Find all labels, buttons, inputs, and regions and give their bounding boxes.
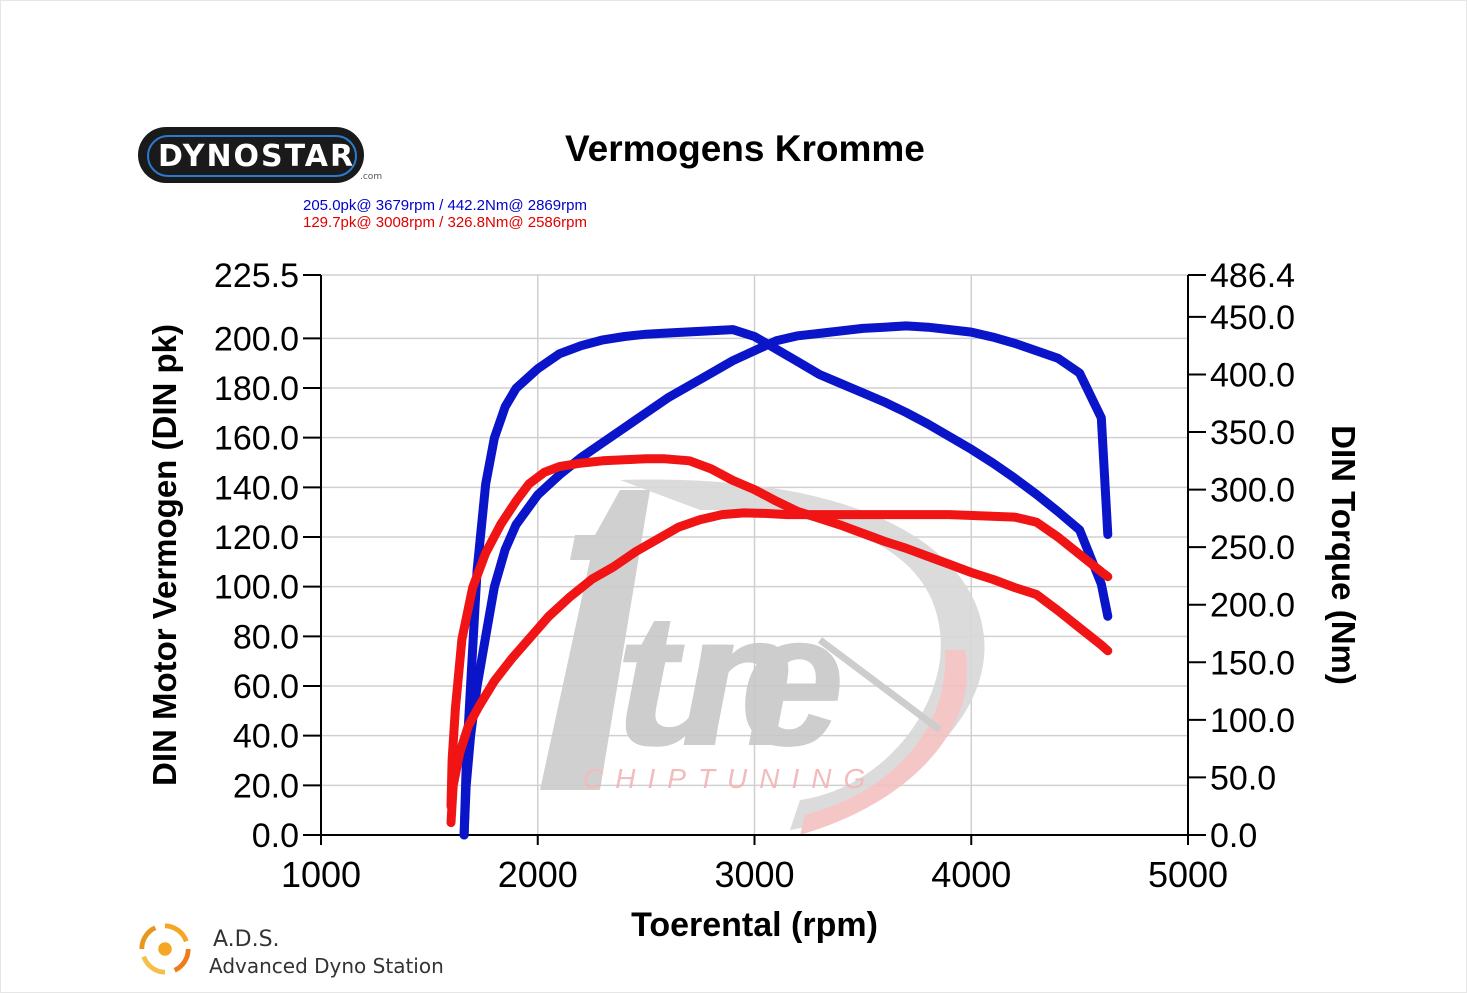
series-blue-torque-line — [459, 325, 1113, 840]
y2-tick-label: 50.0 — [1210, 759, 1276, 797]
x-axis-label: Toerental (rpm) — [631, 906, 878, 944]
footer-subtitle: Advanced Dyno Station — [209, 954, 444, 978]
y-tick-label: 100.0 — [214, 569, 299, 607]
y-tick-label: 180.0 — [214, 370, 299, 408]
y-tick-label: 225.5 — [214, 257, 299, 295]
logo-ring — [147, 135, 357, 177]
series-red-torque-line — [446, 454, 1113, 811]
y2-tick-label: 300.0 — [1210, 472, 1295, 510]
x-tick-label: 3000 — [714, 854, 794, 895]
logo-suffix: .com — [360, 172, 383, 182]
ads-logo-icon — [139, 923, 191, 975]
y-axis-label: DIN Motor Vermogen (DIN pk) — [146, 324, 183, 786]
y2-tick-label: 150.0 — [1210, 644, 1295, 682]
y2-tick-label: 200.0 — [1210, 587, 1295, 625]
x-tick-label: 5000 — [1148, 854, 1228, 895]
y2-tick-label: 100.0 — [1210, 702, 1295, 740]
y2-tick-label: 400.0 — [1210, 356, 1295, 394]
y-tick-label: 20.0 — [233, 767, 299, 805]
y-tick-label: 40.0 — [233, 718, 299, 756]
y-tick-label: 140.0 — [214, 469, 299, 507]
watermark-subtext: CHIPTUNING — [583, 763, 877, 794]
series-red-power-line — [446, 508, 1113, 828]
series-blue-power-line — [459, 321, 1113, 840]
peak-summary-red: 129.7pk@ 3008rpm / 326.8Nm@ 2586rpm — [303, 214, 587, 231]
y2-tick-label: 250.0 — [1210, 529, 1295, 567]
x-tick-label: 2000 — [498, 854, 578, 895]
footer-title: A.D.S. — [213, 927, 280, 952]
y-tick-label: 60.0 — [233, 668, 299, 706]
y-tick-label: 80.0 — [233, 618, 299, 656]
watermark-text: tune — [615, 574, 845, 786]
x-tick-label: 1000 — [281, 854, 361, 895]
y-tick-label: 0.0 — [252, 817, 299, 855]
y-tick-label: 160.0 — [214, 420, 299, 458]
dynostar-logo: DYNOSTAR — [138, 127, 366, 185]
chart-title: Vermogens Kromme — [565, 128, 925, 169]
y2-tick-label: 0.0 — [1210, 817, 1257, 855]
y2-axis-label: DIN Torque (Nm) — [1325, 425, 1362, 685]
y2-tick-label: 450.0 — [1210, 299, 1295, 337]
y-tick-label: 200.0 — [214, 320, 299, 358]
y-tick-label: 120.0 — [214, 519, 299, 557]
peak-summary-blue: 205.0pk@ 3679rpm / 442.2Nm@ 2869rpm — [303, 197, 587, 214]
logo-text: DYNOSTAR — [158, 139, 356, 174]
y2-tick-label: 486.4 — [1210, 257, 1295, 295]
y2-tick-label: 350.0 — [1210, 414, 1295, 452]
x-tick-label: 4000 — [931, 854, 1011, 895]
